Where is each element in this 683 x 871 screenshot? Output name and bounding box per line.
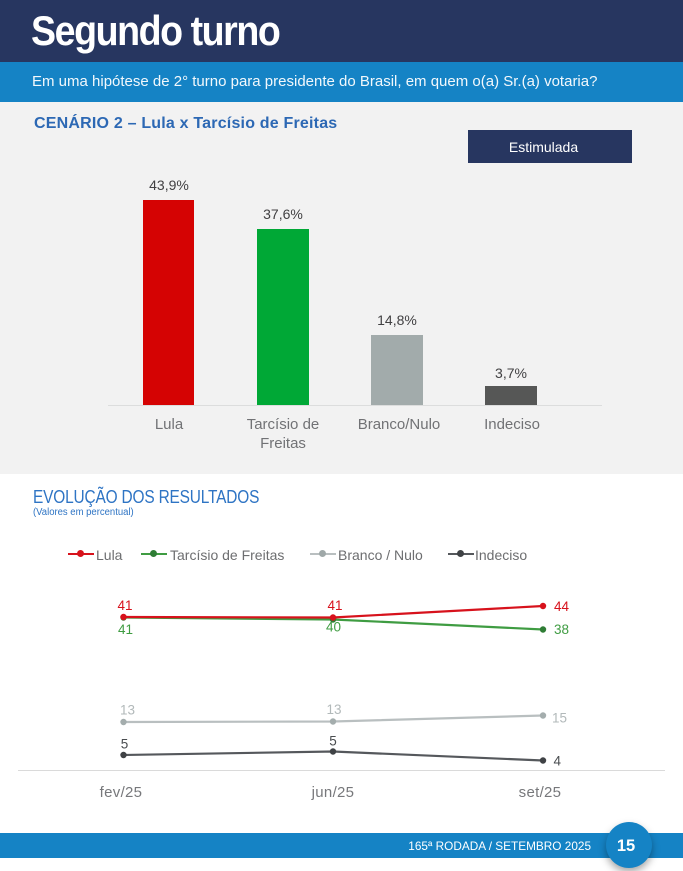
svg-text:5: 5 <box>121 737 129 752</box>
svg-text:44: 44 <box>554 599 570 614</box>
svg-text:41: 41 <box>117 598 132 613</box>
svg-text:41: 41 <box>327 598 342 613</box>
svg-text:41: 41 <box>118 622 133 637</box>
svg-text:15: 15 <box>552 711 567 726</box>
svg-text:13: 13 <box>120 703 135 718</box>
svg-text:5: 5 <box>329 734 337 749</box>
svg-text:4: 4 <box>554 754 562 769</box>
svg-text:13: 13 <box>326 702 341 717</box>
svg-text:38: 38 <box>554 622 569 637</box>
svg-text:40: 40 <box>326 620 341 635</box>
